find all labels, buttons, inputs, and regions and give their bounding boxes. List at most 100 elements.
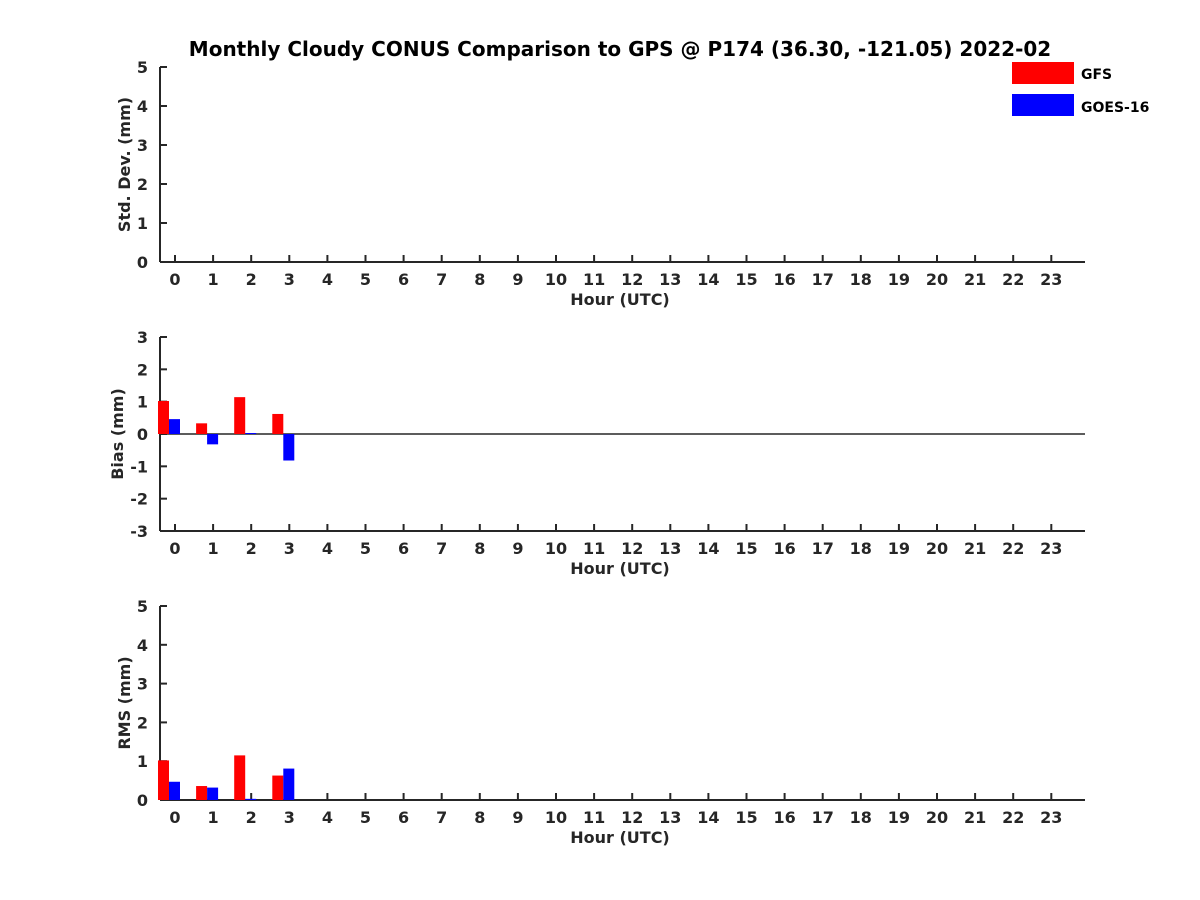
rms-y-tick-label: 4	[137, 636, 148, 655]
std-x-tick-label: 23	[1040, 270, 1062, 289]
bias-x-tick-label: 22	[1002, 539, 1024, 558]
rms-x-tick-label: 23	[1040, 808, 1062, 827]
rms-y-tick-label: 0	[137, 791, 148, 810]
std-y-tick-label: 0	[137, 253, 148, 272]
bias-x-axis-label: Hour (UTC)	[570, 559, 670, 578]
bias-x-tick-label: 2	[246, 539, 257, 558]
bias-x-tick-label: 10	[545, 539, 567, 558]
std-x-tick-label: 0	[169, 270, 180, 289]
rms-x-tick-label: 18	[850, 808, 872, 827]
rms-x-tick-label: 19	[888, 808, 910, 827]
rms-x-tick-label: 8	[474, 808, 485, 827]
std-x-tick-label: 22	[1002, 270, 1024, 289]
bias-x-tick-label: 15	[735, 539, 757, 558]
rms-x-axis-label: Hour (UTC)	[570, 828, 670, 847]
rms-x-tick-label: 16	[773, 808, 795, 827]
rms-x-tick-label: 6	[398, 808, 409, 827]
rms-bar-gfs	[158, 760, 169, 800]
rms-x-tick-label: 0	[169, 808, 180, 827]
std-x-tick-label: 6	[398, 270, 409, 289]
bias-bar-gfs	[272, 413, 284, 434]
legend-label-goes16: GOES-16	[1081, 100, 1149, 116]
rms-x-tick-label: 5	[360, 808, 371, 827]
rms-x-tick-label: 1	[208, 808, 219, 827]
bias-x-tick-label: 18	[850, 539, 872, 558]
std-y-tick-label: 2	[137, 175, 148, 194]
bias-bar-gfs	[196, 423, 208, 434]
std-x-tick-label: 17	[812, 270, 834, 289]
bias-x-tick-label: 8	[474, 539, 485, 558]
std-x-tick-label: 1	[208, 270, 219, 289]
std-x-tick-label: 10	[545, 270, 567, 289]
std-x-tick-label: 12	[621, 270, 643, 289]
legend-swatch-goes16	[1012, 94, 1074, 116]
std-x-tick-label: 20	[926, 270, 948, 289]
rms-bar-goes16	[245, 798, 257, 800]
rms-x-tick-label: 21	[964, 808, 986, 827]
std-x-tick-label: 8	[474, 270, 485, 289]
rms-y-tick-label: 5	[137, 597, 148, 616]
rms-bar-goes16	[169, 781, 180, 800]
bias-x-tick-label: 23	[1040, 539, 1062, 558]
bias-y-axis-label: Bias (mm)	[108, 388, 127, 480]
std-x-tick-label: 4	[322, 270, 333, 289]
chart-title: Monthly Cloudy CONUS Comparison to GPS @…	[189, 37, 1051, 61]
bias-x-tick-label: 20	[926, 539, 948, 558]
rms-x-tick-label: 2	[246, 808, 257, 827]
std-x-tick-label: 15	[735, 270, 757, 289]
std-x-axis-label: Hour (UTC)	[570, 290, 670, 309]
rms-x-tick-label: 12	[621, 808, 643, 827]
rms-x-tick-label: 10	[545, 808, 567, 827]
bias-x-tick-label: 7	[436, 539, 447, 558]
bias-x-tick-label: 16	[773, 539, 795, 558]
std-x-tick-label: 3	[284, 270, 295, 289]
bias-bar-goes16	[169, 419, 180, 434]
bias-x-tick-label: 14	[697, 539, 719, 558]
std-x-tick-label: 2	[246, 270, 257, 289]
rms-y-tick-label: 2	[137, 713, 148, 732]
bias-x-tick-label: 19	[888, 539, 910, 558]
std-y-tick-label: 4	[137, 97, 148, 116]
std-x-tick-label: 14	[697, 270, 719, 289]
bias-x-tick-label: 6	[398, 539, 409, 558]
rms-y-axis-label: RMS (mm)	[115, 656, 134, 749]
bias-bar-gfs	[158, 401, 169, 434]
bias-x-tick-label: 4	[322, 539, 333, 558]
bias-y-tick-label: 2	[137, 360, 148, 379]
rms-bar-goes16	[207, 787, 219, 800]
rms-x-tick-label: 3	[284, 808, 295, 827]
std-x-tick-label: 5	[360, 270, 371, 289]
rms-x-tick-label: 4	[322, 808, 333, 827]
rms-bar-gfs	[272, 775, 284, 800]
legend: GFS GOES-16	[1012, 62, 1149, 116]
std-x-tick-label: 21	[964, 270, 986, 289]
bias-y-tick-label: 1	[137, 393, 148, 412]
std-x-tick-label: 18	[850, 270, 872, 289]
bias-y-tick-label: 3	[137, 328, 148, 347]
rms-bar-gfs	[234, 755, 246, 800]
bias-bar-goes16	[207, 434, 219, 445]
bias-x-tick-label: 12	[621, 539, 643, 558]
std-x-tick-label: 7	[436, 270, 447, 289]
rms-x-tick-label: 14	[697, 808, 719, 827]
bias-x-tick-label: 17	[812, 539, 834, 558]
std-y-tick-label: 3	[137, 136, 148, 155]
std-y-tick-label: 1	[137, 214, 148, 233]
bias-bar-goes16	[283, 434, 295, 461]
rms-x-tick-label: 22	[1002, 808, 1024, 827]
std-x-tick-label: 13	[659, 270, 681, 289]
bias-y-tick-label: -3	[130, 522, 148, 541]
legend-label-gfs: GFS	[1081, 67, 1112, 83]
rms-x-tick-label: 15	[735, 808, 757, 827]
bias-x-tick-label: 3	[284, 539, 295, 558]
rms-x-tick-label: 11	[583, 808, 605, 827]
rms-x-tick-label: 9	[512, 808, 523, 827]
bias-bar-goes16	[245, 433, 257, 435]
legend-swatch-gfs	[1012, 62, 1074, 84]
bias-y-tick-label: -1	[130, 457, 148, 476]
bias-bar-gfs	[234, 397, 246, 434]
bias-y-tick-label: -2	[130, 490, 148, 509]
rms-x-tick-label: 20	[926, 808, 948, 827]
